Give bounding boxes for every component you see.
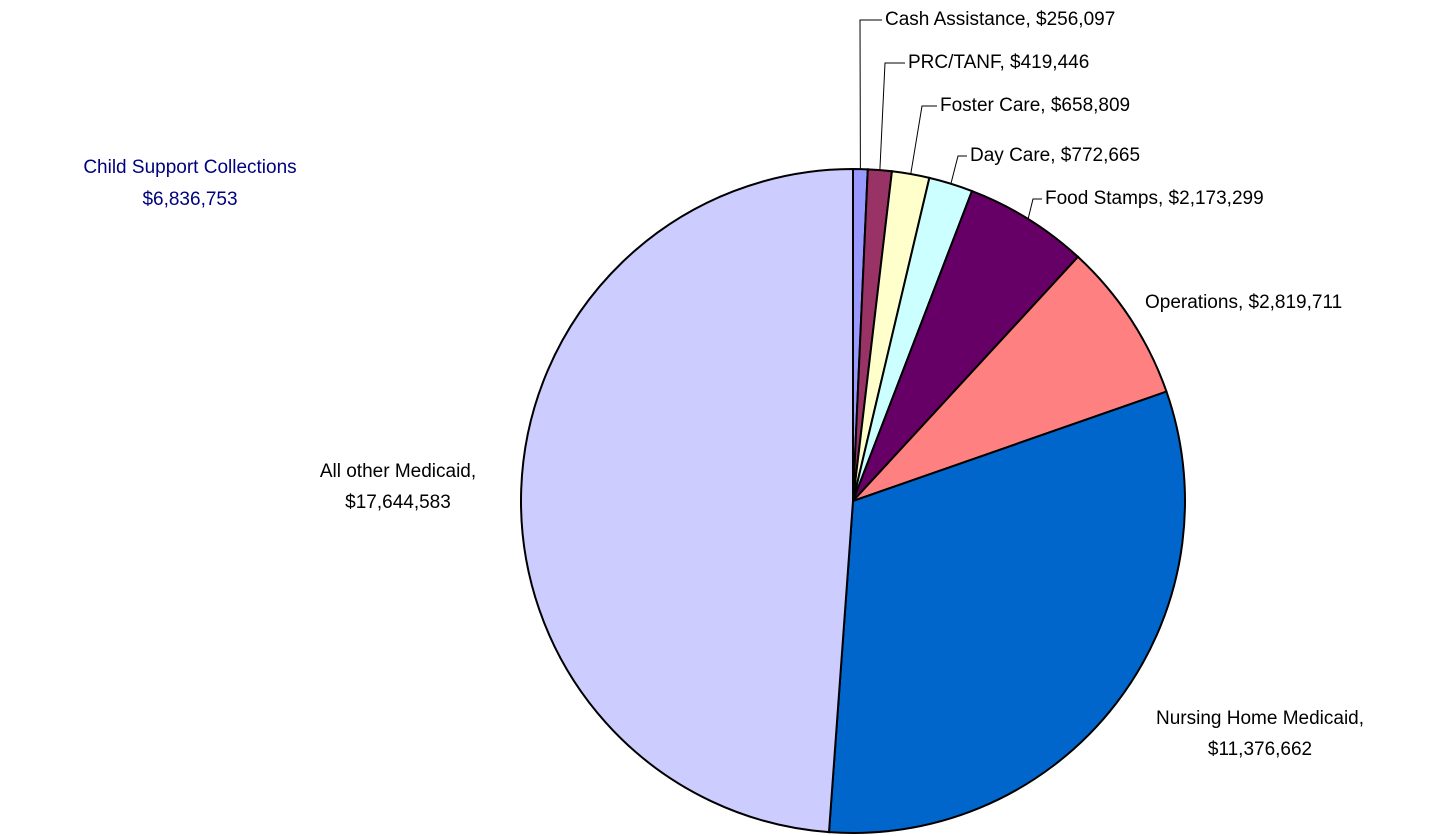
data-label: PRC/TANF, $419,446: [908, 52, 1089, 73]
data-label: Day Care, $772,665: [970, 145, 1140, 166]
data-label: $11,376,662: [1208, 739, 1312, 760]
pie-slice: [827, 390, 1186, 834]
pie-slice: [852, 189, 1080, 502]
leader-line: [1027, 198, 1042, 220]
data-label: $17,644,583: [345, 492, 451, 513]
leader-line: [950, 155, 967, 184]
data-label: All other Medicaid,: [320, 461, 476, 482]
data-label: Operations, $2,819,711: [1145, 292, 1342, 313]
data-label: Food Stamps, $2,173,299: [1045, 188, 1264, 209]
leader-line: [859, 19, 882, 170]
pie-slice: [852, 255, 1168, 502]
data-label: Foster Care, $658,809: [940, 95, 1130, 116]
data-label: Cash Assistance, $256,097: [885, 9, 1115, 30]
annotation: $6,836,753: [142, 189, 237, 210]
data-label: Nursing Home Medicaid,: [1156, 708, 1364, 729]
leader-line: [879, 62, 905, 171]
leader-line: [910, 105, 937, 175]
pie-slice: [520, 167, 854, 834]
annotation: Child Support Collections: [83, 157, 296, 178]
